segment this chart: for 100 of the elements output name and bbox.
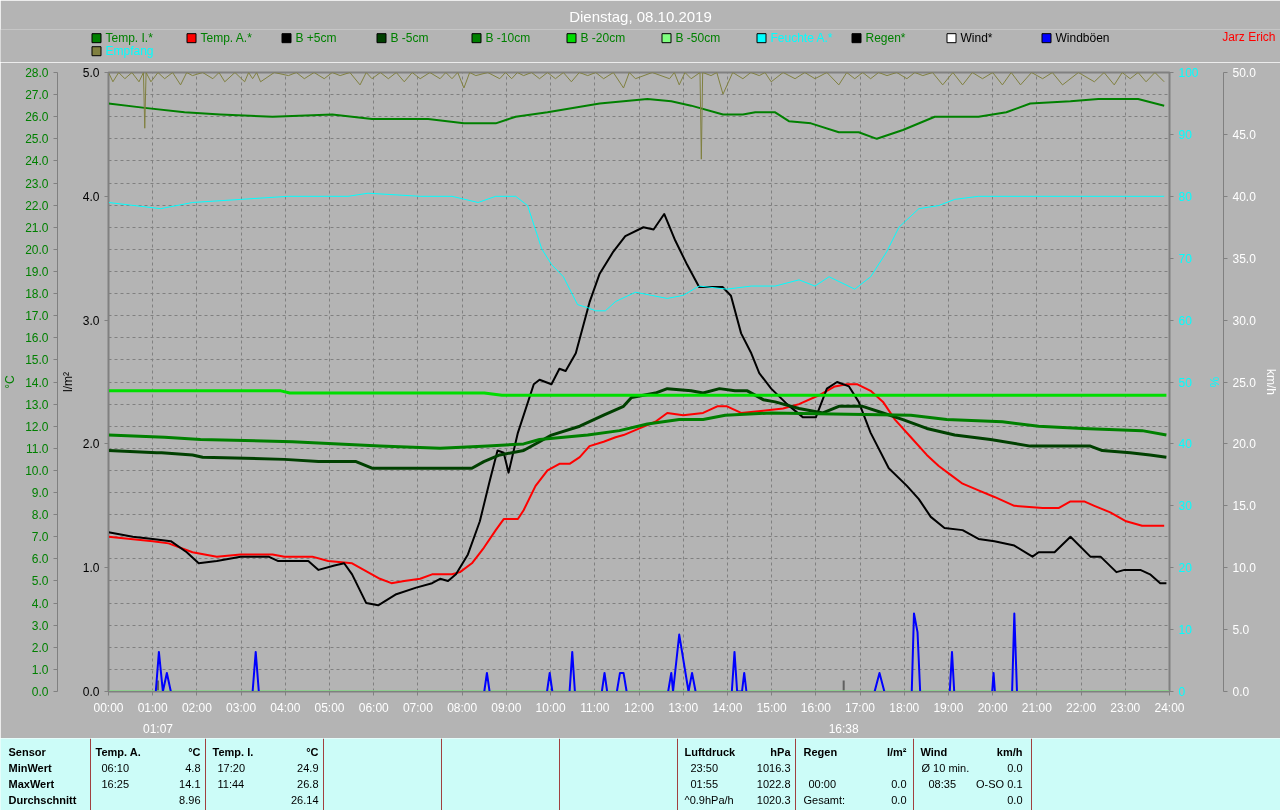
y2-tick-label: 30	[1178, 499, 1193, 514]
annotation: 01:07	[143, 721, 174, 736]
text: l/m²	[60, 372, 75, 392]
y2-tick-label: 40	[1178, 437, 1193, 452]
x-tick-label: 21:00	[1021, 700, 1053, 715]
x-tick-label: 12:00	[623, 700, 655, 715]
y-tick-label: 19.0	[25, 264, 49, 279]
legend-label: B -50cm	[675, 31, 721, 46]
text: Sensor	[8, 745, 47, 758]
y-tick-label: 8.0	[31, 508, 49, 523]
text: Jarz Erich	[1222, 29, 1276, 44]
legend-label: Temp. A.*	[200, 31, 253, 46]
text: 0.0	[891, 777, 907, 790]
x-tick-label: 19:00	[933, 700, 964, 715]
y2-tick-label: 100	[1178, 66, 1199, 80]
chart-title: Dienstag, 08.10.2019	[569, 7, 712, 25]
text: 24.9	[297, 761, 319, 774]
y-tick-label: 11.0	[26, 441, 49, 456]
text: 01:55	[690, 777, 719, 790]
y2-tick-label: 60	[1178, 313, 1193, 328]
text: MaxWert	[8, 777, 55, 790]
x-tick-label: 03:00	[226, 700, 257, 715]
y2-tick-label: 50	[1178, 375, 1193, 390]
y2-tick-label: 90	[1178, 127, 1193, 142]
x-tick-label: 13:00	[668, 700, 699, 715]
text: 14.1	[179, 777, 201, 790]
y-tick-label: 23.0	[25, 176, 49, 191]
legend-label: Windböen	[1055, 31, 1110, 46]
x-tick-label: 04:00	[270, 700, 301, 715]
text: 17:20	[217, 761, 246, 774]
text: 1016.3	[756, 761, 791, 774]
y3-tick-label: 50.0	[1232, 66, 1257, 80]
y-tick-label: 0.0	[31, 685, 49, 699]
y3-tick-label: 25.0	[1232, 375, 1257, 390]
y-tick-label: 5.0	[31, 574, 49, 589]
text: 4.8	[185, 761, 201, 774]
text: ^0.9hPa/h	[684, 793, 734, 806]
text: 0.0	[1007, 761, 1023, 774]
text: 3.0	[82, 313, 100, 328]
x-tick-label: 10:00	[535, 700, 566, 715]
text: 1.0	[82, 561, 100, 576]
y3-tick-label: 35.0	[1232, 251, 1257, 266]
y-tick-label: 3.0	[31, 618, 49, 633]
y3-tick-label: 30.0	[1232, 313, 1257, 328]
y-tick-label: 25.0	[25, 132, 49, 147]
y3-tick-label: 40.0	[1232, 189, 1257, 204]
y3-tick-label: 10.0	[1232, 561, 1257, 576]
x-tick-label: 22:00	[1066, 700, 1097, 715]
y-tick-label: 4.0	[31, 596, 49, 611]
y-tick-label: 20.0	[25, 242, 49, 257]
y3-tick-label: 45.0	[1232, 127, 1257, 142]
x-tick-label: 16:00	[800, 700, 832, 715]
legend-label: B -20cm	[580, 31, 626, 46]
y-tick-label: 28.0	[25, 66, 49, 80]
text: Wind	[920, 745, 948, 758]
legend-label: Temp. I.*	[105, 31, 154, 46]
x-tick-label: 24:00	[1154, 700, 1185, 715]
text: l/m²	[886, 745, 907, 758]
text: 2.0	[82, 437, 100, 452]
y2-tick-label: 80	[1178, 189, 1193, 204]
x-tick-label: 00:00	[93, 700, 124, 715]
text: Luftdruck	[684, 745, 737, 758]
text: 4.0	[82, 189, 100, 204]
legend-label: B -5cm	[390, 31, 429, 46]
legend-label: Wind*	[960, 31, 993, 46]
text: 8.96	[179, 793, 201, 806]
y-tick-label: 26.0	[25, 110, 49, 125]
text: 1020.3	[756, 793, 791, 806]
legend-label: Empfang	[105, 44, 154, 59]
text: hPa	[770, 745, 792, 758]
x-tick-label: 17:00	[845, 700, 876, 715]
x-tick-label: 05:00	[314, 700, 345, 715]
text: O-SO 0.1	[976, 777, 1023, 790]
text: MinWert	[8, 761, 53, 774]
y3-tick-label: 0.0	[1232, 685, 1250, 699]
text: Durchschnitt	[8, 793, 77, 806]
x-tick-label: 11:00	[580, 700, 610, 715]
text: 26.8	[297, 777, 319, 790]
x-tick-label: 02:00	[181, 700, 213, 715]
y-tick-label: 7.0	[31, 530, 49, 545]
y2-tick-label: 0	[1178, 685, 1186, 699]
y3-axis-title: km/h	[1263, 369, 1278, 396]
y2-tick-label: 20	[1178, 561, 1193, 576]
text: Ø 10 min.	[921, 761, 970, 774]
x-tick-label: 01:00	[137, 700, 169, 715]
y-tick-label: 2.0	[31, 640, 49, 655]
y-tick-label: 14.0	[25, 375, 49, 390]
y-tick-label: 18.0	[25, 287, 49, 302]
y-tick-label: 22.0	[25, 198, 49, 213]
y-tick-label: 17.0	[25, 309, 49, 324]
y-tick-label: 13.0	[25, 397, 49, 412]
legend-label: B -10cm	[485, 31, 531, 46]
x-tick-label: 20:00	[977, 700, 1009, 715]
x-tick-label: 23:00	[1110, 700, 1141, 715]
y-axis-title: °C	[3, 374, 18, 389]
y3-tick-label: 5.0	[1232, 623, 1250, 638]
text: Temp. I.	[212, 745, 254, 758]
text: Regen	[803, 745, 838, 758]
text: 08:35	[928, 777, 957, 790]
y-tick-label: 21.0	[25, 220, 49, 235]
